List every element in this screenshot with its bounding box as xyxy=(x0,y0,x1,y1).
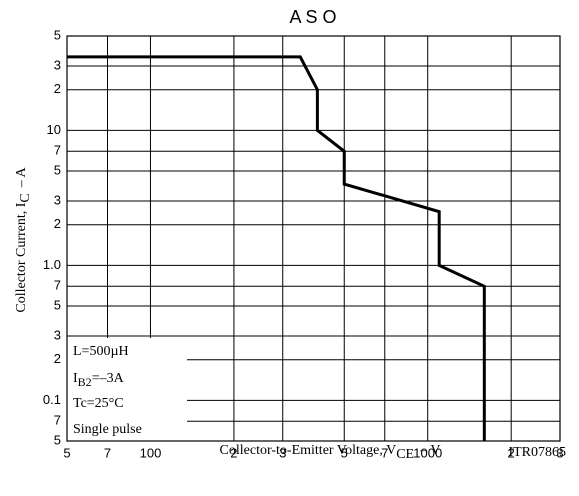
x-tick-label: 7 xyxy=(381,445,388,460)
x-tick-label: 7 xyxy=(104,445,111,460)
y-label-part: – A xyxy=(14,167,29,189)
y-tick-label: 3 xyxy=(54,192,61,207)
y-tick-label: 7 xyxy=(54,278,61,293)
x-tick-label: 2 xyxy=(508,445,515,460)
y-axis-label: Collector Current, IC – A xyxy=(14,167,33,313)
y-tick-label: 3 xyxy=(54,327,61,342)
y-tick-label: 5 xyxy=(54,162,61,177)
y-tick-label: 5 xyxy=(54,27,61,42)
annotation: Single pulse xyxy=(73,422,142,437)
y-tick-label: 2 xyxy=(54,351,61,366)
y-label-part: Collector Current, I xyxy=(14,202,29,312)
annotation-part: B2 xyxy=(78,375,92,389)
aso-line xyxy=(67,55,486,441)
y-tick-label: 2 xyxy=(54,216,61,231)
plot xyxy=(67,55,486,441)
x-tick-label: 5 xyxy=(63,445,70,460)
x-tick-label: 3 xyxy=(556,445,563,460)
annotation: Tc=25°C xyxy=(73,396,124,411)
y-tick-label: 7 xyxy=(54,143,61,158)
y-label-part: C xyxy=(18,193,33,202)
plot-frame xyxy=(66,35,561,442)
annotation-box xyxy=(67,338,187,441)
annotation-part: I xyxy=(73,371,78,386)
x-tick-label: 1000 xyxy=(413,445,442,460)
y-tick-label: 5 xyxy=(54,297,61,312)
y-tick-label: 3 xyxy=(54,57,61,72)
y-tick-label: 7 xyxy=(54,413,61,428)
x-tick-label: 5 xyxy=(341,445,348,460)
y-tick-label: 2 xyxy=(54,81,61,96)
y-tick-label: 5 xyxy=(54,432,61,447)
x-tick-label: 2 xyxy=(230,445,237,460)
x-label-part: – V xyxy=(419,443,440,458)
y-tick-label: 0.1 xyxy=(43,392,61,407)
annotation-part: =–3A xyxy=(92,371,125,386)
y-tick-label: 1.0 xyxy=(43,257,61,272)
code: ITR07865 xyxy=(508,445,566,460)
chart-title: A S O xyxy=(289,7,336,27)
y-tick-label: 10 xyxy=(47,122,61,137)
x-axis-label: Collector-to-Emitter Voltage, VCE – V xyxy=(220,443,441,462)
x-tick-label: 100 xyxy=(140,445,162,460)
x-tick-label: 3 xyxy=(279,445,286,460)
annotation: L=500µH xyxy=(73,344,129,359)
x-label-part: Collector-to-Emitter Voltage, V xyxy=(220,443,397,458)
x-label-part: CE xyxy=(396,447,414,462)
annotation: IB2=–3A xyxy=(73,371,125,389)
